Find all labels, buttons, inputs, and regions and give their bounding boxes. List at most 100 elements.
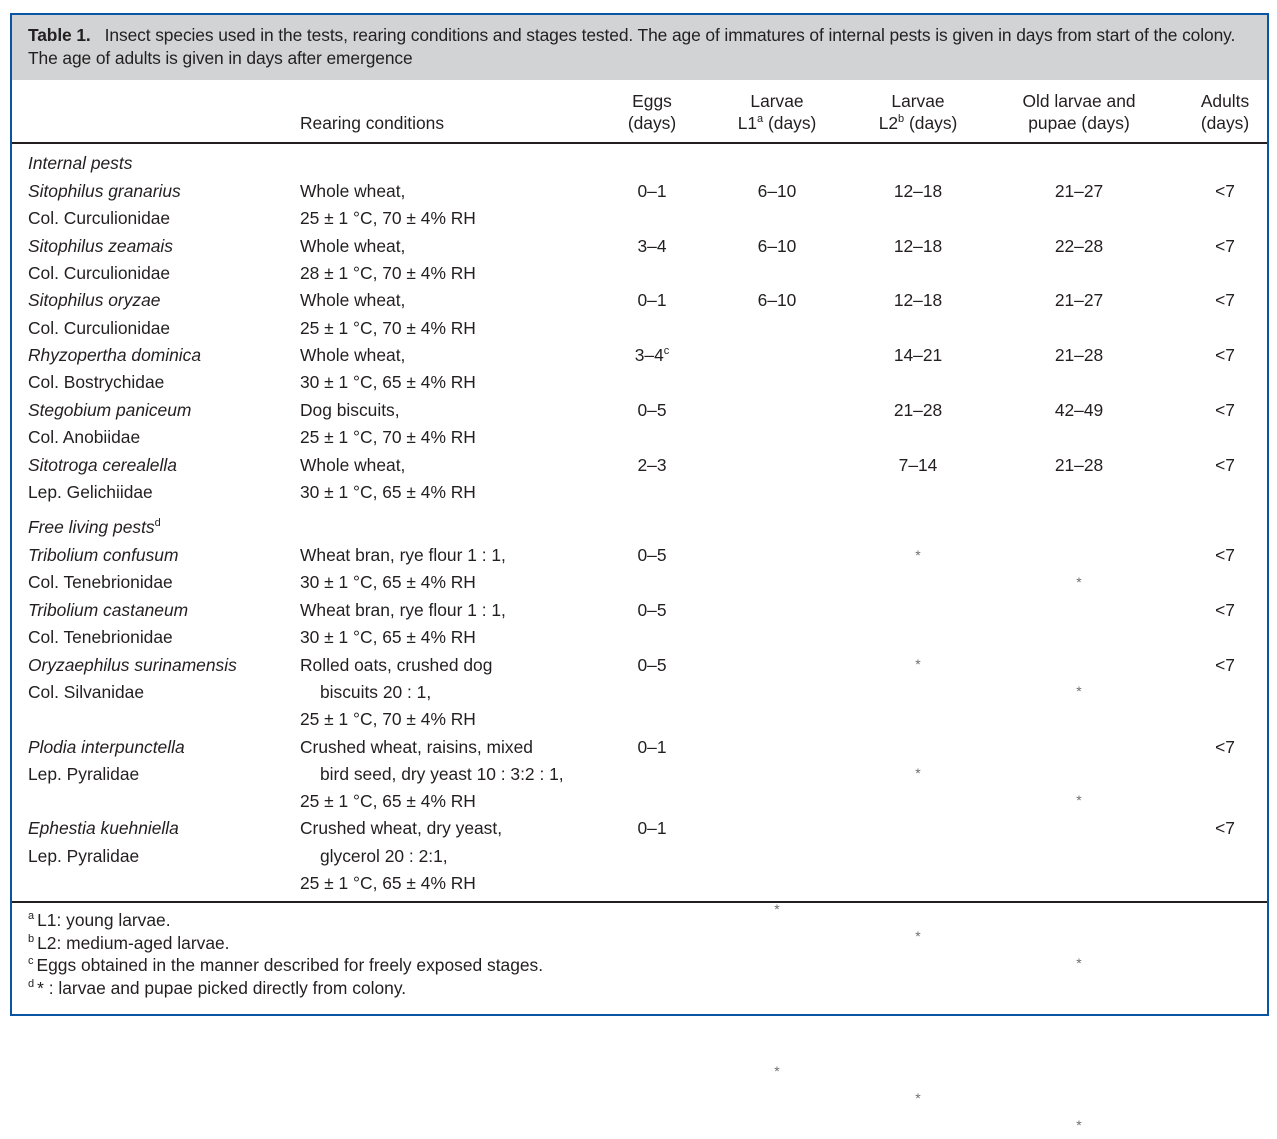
old-larvae-pupae-days: *	[1076, 682, 1082, 699]
rearing-conditions-line: Whole wheat,	[300, 181, 406, 201]
species-name: Oryzaephilus surinamensis	[28, 654, 237, 675]
rearing-conditions-line: Whole wheat,	[300, 235, 406, 256]
old-larvae-pupae-days: *	[1076, 791, 1082, 808]
old-larvae-pupae-days: 22–28	[1054, 235, 1104, 256]
header-l1-label: L1	[737, 113, 758, 133]
species-family: Col. Tenebrionidae	[28, 572, 173, 593]
eggs-value: 0–1	[637, 736, 667, 757]
group-label: Free living pestsd	[28, 514, 161, 541]
species-name: Tribolium confusum	[28, 545, 179, 566]
species-name: Sitotroga cerealella	[28, 454, 177, 475]
species-family: Col. Anobiidae	[28, 427, 141, 447]
old-larvae-pupae-days: *	[1076, 954, 1082, 971]
footnote-mark: d	[28, 977, 35, 990]
rearing-conditions-line: glycerol 20 : 2:1,	[320, 845, 448, 866]
header-adults-line1: Adults	[1200, 91, 1250, 111]
eggs-value: 0–1	[637, 818, 667, 839]
eggs-value: 0–5	[637, 399, 667, 420]
rearing-conditions-line: 25 ± 1 °C, 65 ± 4% RH	[300, 790, 476, 811]
adults-days: <7	[1215, 454, 1235, 475]
larvae-l2-days: *	[915, 655, 921, 672]
header-old-line1: Old larvae and	[1022, 91, 1136, 111]
rearing-conditions-line: 25 ± 1 °C, 70 ± 4% RH	[300, 208, 476, 229]
larvae-l2-days: 12–18	[893, 290, 943, 311]
footnotes: a L1: young larvae. b L2: medium-aged larva…	[12, 901, 1267, 999]
larvae-l1-days: *	[774, 900, 780, 917]
adults-days: <7	[1215, 545, 1235, 566]
larvae-l2-days: 14–21	[893, 345, 943, 366]
eggs-days: 0–1	[582, 287, 722, 314]
species-name: Sitophilus oryzae	[28, 290, 161, 311]
table-caption: Table 1. Insect species used in the tests…	[12, 15, 1267, 80]
eggs-value: 0–1	[637, 181, 667, 201]
eggs-footnote-sup: c	[663, 345, 670, 358]
header-l1: Larvae L1a (days)	[707, 90, 847, 134]
rearing-conditions-line: 25 ± 1 °C, 70 ± 4% RH	[300, 427, 476, 447]
eggs-value: 0–1	[637, 290, 667, 311]
species-name: Plodia interpunctella	[28, 736, 185, 757]
rearing-conditions-line: bird seed, dry yeast 10 : 3:2 : 1,	[320, 763, 564, 784]
species-name: Rhyzopertha dominica	[28, 345, 202, 366]
header-l2-label: L2	[878, 113, 899, 133]
eggs-days: 0–5	[582, 597, 722, 624]
table-body: Internal pests Sitophilus granarius Col. C…	[12, 144, 1267, 1133]
rearing-conditions-line: Wheat bran, rye flour 1 : 1,	[300, 599, 506, 620]
rearing-conditions-line: 30 ± 1 °C, 65 ± 4% RH	[300, 627, 476, 648]
species-name: Sitophilus granarius	[28, 181, 181, 201]
species-name: Ephestia kuehniella	[28, 818, 179, 839]
table-frame: Table 1. Insect species used in the tests…	[10, 13, 1269, 1133]
species-family: Col. Tenebrionidae	[28, 627, 173, 648]
species-family: Col. Silvanidae	[28, 681, 145, 702]
larvae-l2-days: 12–18	[893, 235, 943, 256]
eggs-days: 2–3	[582, 452, 722, 479]
species-family: Col. Curculionidae	[28, 208, 171, 229]
group-label-sup: d	[154, 517, 161, 530]
rearing-conditions-line: Rolled oats, crushed dog	[300, 654, 493, 675]
header-l1-unit: (days)	[763, 113, 817, 133]
eggs-value: 0–5	[637, 654, 667, 675]
species-family: Lep. Pyralidae	[28, 845, 140, 866]
old-larvae-pupae-days: 42–49	[1054, 399, 1104, 420]
group-label-text: Internal pests	[28, 153, 133, 173]
species-name: Sitophilus zeamais	[28, 235, 173, 256]
rearing-conditions-line: Whole wheat,	[300, 345, 406, 366]
footnote: d * : larvae and pupae picked directly fr…	[28, 977, 1267, 1000]
group-label: Internal pests	[28, 150, 132, 177]
header-l1-line1: Larvae	[750, 91, 804, 111]
species-name: Tribolium castaneum	[28, 599, 189, 620]
eggs-days: 3–4c	[582, 342, 722, 369]
eggs-days: 0–1	[582, 815, 722, 842]
old-larvae-pupae-days: 21–27	[1054, 290, 1104, 311]
footnote-text: Eggs obtained in the manner described fo…	[36, 955, 544, 975]
larvae-l2-days: *	[915, 547, 921, 564]
adults-days: <7	[1215, 599, 1235, 620]
eggs-days: 0–5	[582, 397, 722, 424]
old-larvae-pupae-days: 21–28	[1054, 345, 1104, 366]
header-l2-line1: Larvae	[891, 91, 945, 111]
larvae-l1-days: *	[774, 1063, 780, 1080]
adults-days: <7	[1215, 818, 1235, 839]
eggs-value: 2–3	[637, 454, 667, 475]
footnote-mark: b	[28, 932, 35, 945]
rearing-conditions-line: 25 ± 1 °C, 70 ± 4% RH	[300, 709, 476, 729]
rearing-conditions-line: Whole wheat,	[300, 454, 406, 475]
footnote: b L2: medium-aged larvae.	[28, 932, 1267, 955]
eggs-days: 0–5	[582, 652, 722, 679]
header-eggs-line2: (days)	[627, 113, 677, 133]
species-family: Lep. Gelichiidae	[28, 481, 153, 502]
rearing-conditions-line: 30 ± 1 °C, 65 ± 4% RH	[300, 572, 476, 593]
larvae-l2-days: 21–28	[893, 399, 943, 420]
table-header: Rearing conditions Eggs (days) Larvae L1a …	[12, 80, 1267, 144]
adults-days: <7	[1215, 181, 1235, 201]
eggs-days: 3–4	[582, 233, 722, 260]
eggs-days: 0–1	[582, 734, 722, 761]
larvae-l1-days: 6–10	[757, 181, 797, 201]
rearing-conditions-line: biscuits 20 : 1,	[320, 681, 432, 702]
species-family: Lep. Pyralidae	[28, 763, 140, 784]
footnote: c Eggs obtained in the manner described f…	[28, 954, 1267, 977]
eggs-value: 3–4	[637, 235, 667, 256]
adults-days: <7	[1215, 345, 1235, 366]
eggs-days: 0–1	[582, 178, 722, 205]
rearing-conditions-line: 25 ± 1 °C, 70 ± 4% RH	[300, 317, 476, 338]
rearing-conditions-line: 25 ± 1 °C, 65 ± 4% RH	[300, 872, 476, 893]
